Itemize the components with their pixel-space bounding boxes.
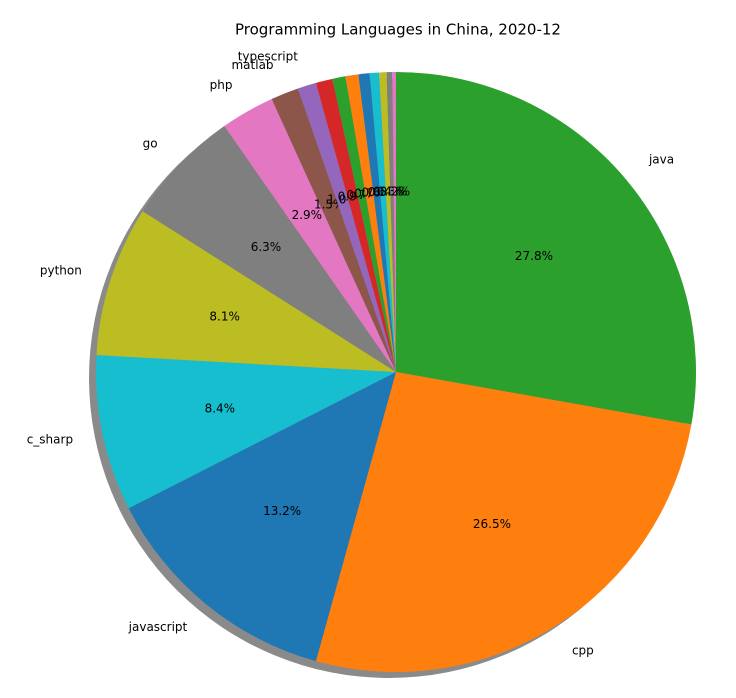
pie-slice (315, 372, 692, 673)
slice-label: php (210, 78, 233, 92)
slice-label: java (648, 153, 674, 167)
pie-slice (142, 126, 396, 372)
pie-slice (358, 73, 396, 373)
percent-label: 0.2% (380, 185, 411, 199)
pie-slice (379, 72, 396, 372)
percent-label: 26.5% (473, 517, 511, 531)
chart-title: Programming Languages in China, 2020-12 (235, 21, 561, 39)
pie-slice (96, 355, 397, 509)
pie-slice (386, 72, 396, 373)
slice-label: javascript (128, 620, 188, 634)
percent-label: 0.3% (377, 185, 408, 199)
pie-slice (396, 72, 696, 425)
percent-label: 8.4% (205, 402, 236, 416)
pie-slice (224, 98, 396, 373)
pie-slice (345, 74, 396, 372)
pie-slice (369, 72, 396, 372)
pie-slice (128, 372, 396, 662)
slice-label: matlab (231, 58, 273, 72)
pie-slice (271, 88, 396, 372)
pie-slice (96, 211, 396, 372)
slice-label: go (143, 136, 158, 150)
percent-label: 8.1% (209, 309, 240, 323)
slice-label: typescript (238, 49, 299, 63)
pie-slice (315, 78, 396, 372)
percent-label: 13.2% (263, 504, 301, 518)
pie-slice (297, 82, 396, 372)
percent-label: 2.9% (292, 208, 323, 222)
pie-slice (392, 72, 396, 372)
pie-slice (332, 76, 396, 373)
slice-label: python (40, 264, 82, 278)
percent-label: 27.8% (515, 249, 553, 263)
slice-label: c_sharp (27, 432, 73, 446)
percent-label: 6.3% (251, 240, 282, 254)
slice-label: cpp (572, 644, 594, 658)
